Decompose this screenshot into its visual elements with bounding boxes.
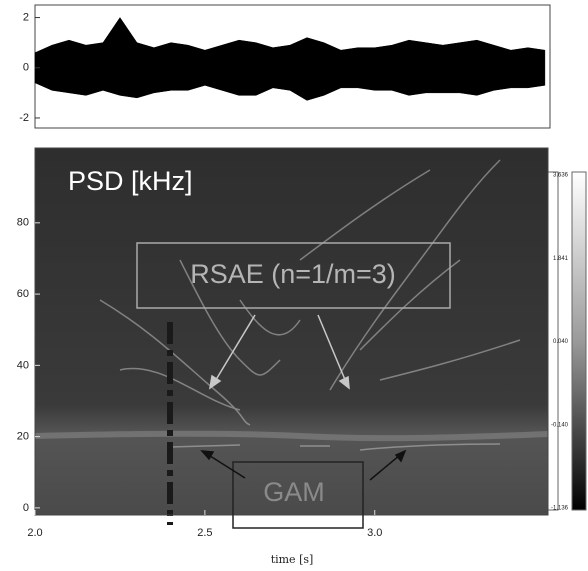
y-tick-label: 40 [17, 359, 29, 371]
rsae-label: RSAE (n=1/m=3) [190, 259, 396, 289]
spectrogram-bg [35, 148, 548, 515]
colorbar-label: 3.636 [553, 173, 569, 179]
x-tick-label: 3.0 [367, 527, 382, 539]
signal-envelope [34, 67, 546, 101]
rsae-box [136, 242, 451, 309]
y-tick-label: 80 [17, 217, 29, 229]
signal-envelope [34, 17, 546, 69]
top-plot [34, 17, 546, 101]
colorbar-label: 0.040 [553, 339, 569, 345]
colorbar-label: -0.140 [551, 422, 569, 428]
gam-box [232, 461, 364, 529]
panel-title: PSD [kHz] [68, 166, 193, 196]
y-tick-label: 0 [23, 62, 29, 74]
y-tick-label: 2 [23, 11, 29, 23]
y-tick-label: 60 [17, 288, 29, 300]
y-tick-label: 0 [23, 502, 29, 514]
x-tick-label: 2.0 [27, 527, 42, 539]
y-tick-label: -2 [19, 112, 29, 124]
y-tick-label: 20 [17, 431, 29, 443]
gam-arrows [200, 449, 407, 481]
colorbar [571, 171, 587, 511]
x-axis-label: time [s] [271, 553, 314, 566]
colorbar-label: -1.136 [551, 506, 569, 512]
rsae-arrows [208, 314, 350, 390]
colorbar-label: 1.841 [553, 256, 569, 262]
bottom-frame [34, 147, 549, 516]
x-tick-label: 2.5 [197, 527, 212, 539]
spectral-features [34, 159, 549, 451]
gam-label: GAM [263, 477, 325, 507]
